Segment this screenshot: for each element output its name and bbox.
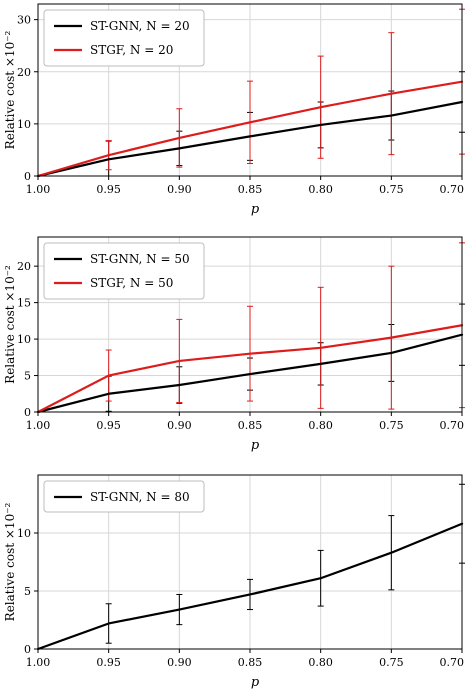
chart-1-y-tick-label-4: 20 [17,260,31,273]
chart-1-x-tick-label-5: 0.75 [379,419,404,432]
chart-2-x-tick-label-5: 0.75 [379,656,404,669]
chart-0-x-tick-label-2: 0.90 [167,183,192,196]
chart-2-x-tick-label-0: 1.00 [26,656,51,669]
chart-2-legend-label-0: ST-GNN, N = 80 [90,490,190,504]
chart-2-x-tick-label-3: 0.85 [238,656,263,669]
chart-0-x-tick-label-5: 0.75 [379,183,404,196]
chart-1-y-tick-label-0: 0 [24,406,31,419]
chart-panel-n50: 1.00 0.95 0.90 0.85 0.80 0.75 0.70 0 5 10 15 20 p Rel… [3,236,465,453]
chart-1-legend-label-0: ST-GNN, N = 50 [90,252,190,266]
chart-1-y-axis-label: Relative cost ×10⁻² [3,265,17,384]
chart-1-x-tick-label-2: 0.90 [167,419,192,432]
chart-2-y-tick-label-2: 10 [17,527,31,540]
chart-0-x-tick-label-3: 0.85 [238,183,263,196]
chart-2-x-tick-label-2: 0.90 [167,656,192,669]
chart-0-legend-label-1: STGF, N = 20 [90,43,173,57]
chart-2-y-tick-label-1: 5 [24,585,31,598]
chart-1-series-1-line [36,324,464,414]
chart-0-x-tick-label-6: 0.70 [440,183,465,196]
chart-1-y-tick-label-1: 5 [24,370,31,383]
chart-1-y-tick-label-2: 10 [17,333,31,346]
chart-0-legend-box [43,9,205,67]
chart-0-x-tick-label-0: 1.00 [26,183,51,196]
chart-0-x-tick-label-1: 0.95 [96,183,121,196]
chart-0-series-0-line [36,100,464,178]
chart-1-x-tick-label-4: 0.80 [308,419,333,432]
chart-panel-n20: 1.00 0.95 0.90 0.85 0.80 0.75 0.70 0 10 20 30 p Rela… [3,3,465,217]
chart-0-y-tick-label-3: 30 [17,14,31,27]
chart-1-x-axis-label: p [251,438,260,453]
chart-2-x-tick-label-1: 0.95 [96,656,121,669]
chart-1-x-tick-label-0: 1.00 [26,419,51,432]
chart-1-x-tick-label-1: 0.95 [96,419,121,432]
chart-0-y-tick-label-0: 0 [24,170,31,183]
chart-1-legend-label-1: STGF, N = 50 [90,276,173,290]
chart-2-x-tick-label-6: 0.70 [440,656,465,669]
chart-2-x-axis-label: p [251,675,260,690]
chart-0-x-axis-label: p [251,202,260,217]
chart-2-series-0-line [36,522,464,651]
chart-1-series-0-line [36,333,464,414]
chart-0-y-tick-label-2: 20 [17,66,31,79]
chart-2-legend-box [43,480,205,513]
chart-0-y-axis-label: Relative cost ×10⁻² [3,30,17,149]
chart-panel-n80: 1.00 0.95 0.90 0.85 0.80 0.75 0.70 0 5 10 p Relativ… [3,474,465,690]
chart-2-y-tick-label-0: 0 [24,643,31,656]
chart-0-x-tick-label-4: 0.80 [308,183,333,196]
chart-0-legend-label-0: ST-GNN, N = 20 [90,19,190,33]
chart-1-y-tick-label-3: 15 [17,297,31,310]
chart-1-x-tick-label-3: 0.85 [238,419,263,432]
chart-2-x-tick-label-4: 0.80 [308,656,333,669]
chart-1-x-tick-label-6: 0.70 [440,419,465,432]
chart-2-y-axis-label: Relative cost ×10⁻² [3,502,17,621]
chart-0-y-tick-label-1: 10 [17,118,31,131]
chart-0-series-1-line [36,80,464,178]
chart-1-legend-box [43,242,205,300]
